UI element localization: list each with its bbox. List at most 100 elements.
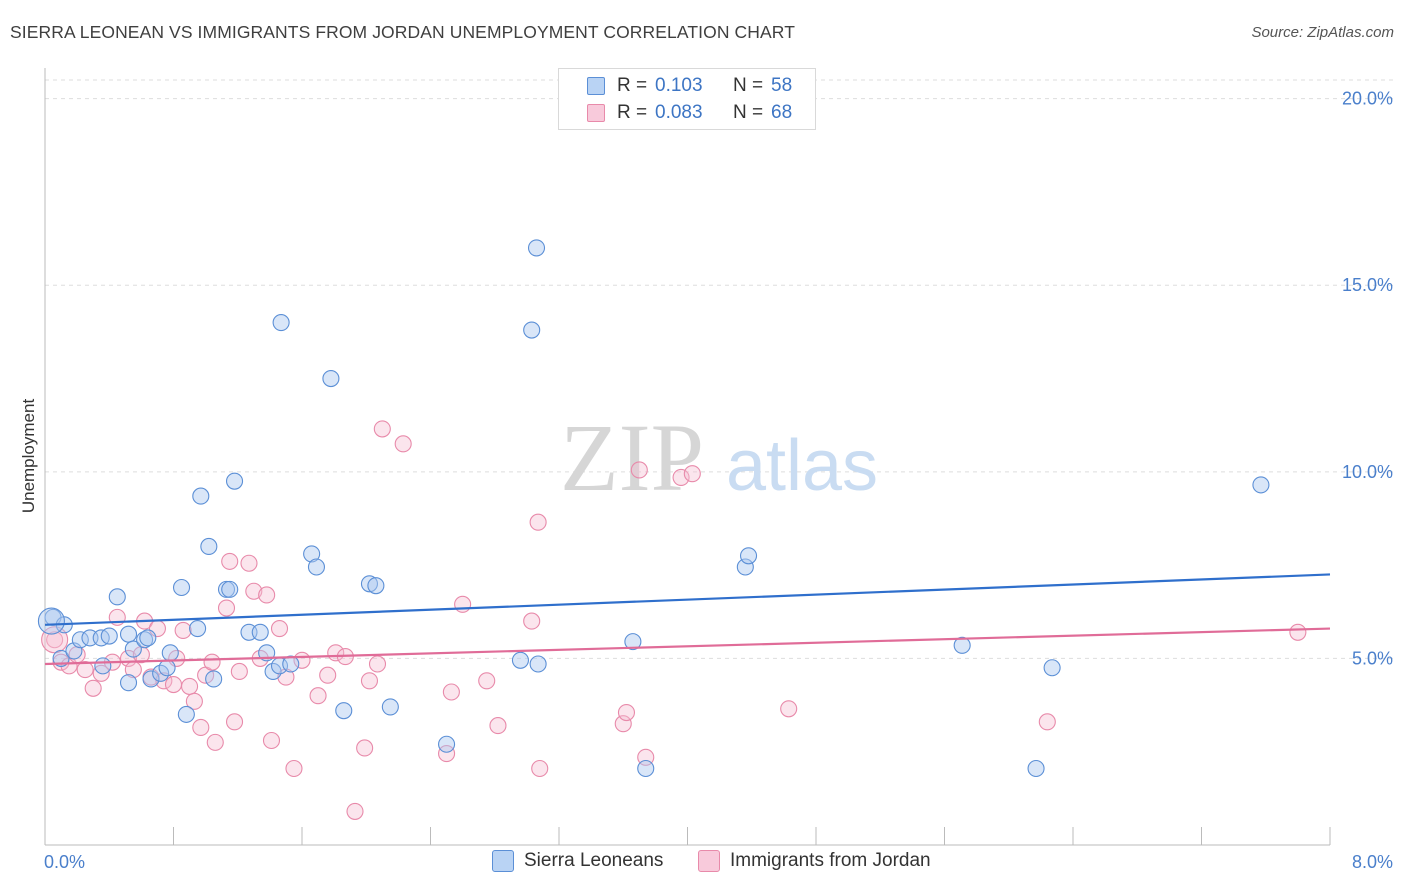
legend-item-sierra-leoneans[interactable]: Sierra Leoneans xyxy=(492,850,663,872)
legend-item-immigrants-from-jordan[interactable]: Immigrants from Jordan xyxy=(698,850,931,872)
source-label[interactable]: Source: ZipAtlas.com xyxy=(1251,24,1394,41)
point-sierra-leonean xyxy=(438,735,456,753)
point-immigrant-from-jordan xyxy=(672,468,690,486)
point-immigrant-from-jordan xyxy=(438,745,456,763)
trend-lines xyxy=(44,573,1331,666)
legend-row-pink: R = 0.083 N = 68 xyxy=(559,100,792,126)
y-tick-label: 5.0% xyxy=(1352,648,1393,668)
point-immigrant-from-jordan xyxy=(164,675,183,694)
point-sierra-leonean xyxy=(37,607,65,635)
point-immigrant-from-jordan xyxy=(319,666,337,684)
point-immigrant-from-jordan xyxy=(368,655,387,673)
point-sierra-leonean xyxy=(94,657,112,675)
point-sierra-leonean xyxy=(172,578,191,597)
point-immigrant-from-jordan xyxy=(630,461,648,479)
point-immigrant-from-jordan xyxy=(489,717,507,735)
point-sierra-leonean xyxy=(272,314,290,332)
legend-swatch-pink xyxy=(698,850,720,872)
point-immigrant-from-jordan xyxy=(346,802,364,820)
point-immigrant-from-jordan xyxy=(523,612,541,630)
point-sierra-leonean xyxy=(189,620,207,638)
series-sierra-leoneans xyxy=(37,239,1270,778)
point-sierra-leonean xyxy=(200,537,218,556)
point-immigrant-from-jordan xyxy=(203,653,221,671)
point-sierra-leonean xyxy=(124,640,142,658)
point-sierra-leonean xyxy=(161,644,179,662)
point-immigrant-from-jordan xyxy=(181,677,199,695)
point-sierra-leonean xyxy=(142,670,160,688)
legend-n-value: 58 xyxy=(771,75,793,96)
legend-r-label: R = xyxy=(617,102,648,123)
point-sierra-leonean xyxy=(335,702,353,720)
point-immigrant-from-jordan xyxy=(531,759,549,778)
point-immigrant-from-jordan xyxy=(356,739,374,757)
point-immigrant-from-jordan xyxy=(217,599,236,617)
point-immigrant-from-jordan xyxy=(780,700,798,718)
x-tick-label: 0.0% xyxy=(44,852,85,872)
correlation-legend: R = 0.103 N = 58 R = 0.083 N = 68 xyxy=(558,68,816,130)
point-immigrant-from-jordan xyxy=(373,420,391,438)
point-immigrant-from-jordan xyxy=(270,620,289,638)
point-sierra-leonean xyxy=(322,369,340,388)
point-sierra-leonean xyxy=(108,588,126,606)
watermark: ZIP atlas xyxy=(560,404,878,511)
trend-line-immigrants-from-jordan xyxy=(44,627,1331,666)
point-sierra-leonean xyxy=(158,659,176,677)
point-immigrant-from-jordan xyxy=(258,586,276,604)
point-immigrant-from-jordan xyxy=(230,662,248,681)
legend-r-value: 0.103 xyxy=(655,75,703,96)
point-immigrant-from-jordan xyxy=(225,713,244,731)
point-immigrant-from-jordan xyxy=(76,661,94,679)
legend-label-sierra-leoneans: Sierra Leoneans xyxy=(524,850,664,871)
point-sierra-leonean xyxy=(251,623,269,641)
x-tick-label: 8.0% xyxy=(1352,852,1393,872)
point-immigrant-from-jordan xyxy=(192,718,210,737)
point-sierra-leonean xyxy=(307,558,326,576)
legend-r-label: R = xyxy=(617,75,648,96)
legend-swatch-blue xyxy=(492,850,514,872)
point-immigrant-from-jordan xyxy=(240,554,258,572)
point-sierra-leonean xyxy=(360,575,379,593)
point-immigrant-from-jordan xyxy=(617,703,636,722)
point-immigrant-from-jordan xyxy=(683,465,701,483)
y-tick-label: 20.0% xyxy=(1342,89,1393,109)
point-immigrant-from-jordan xyxy=(262,731,281,750)
point-immigrant-from-jordan xyxy=(84,679,102,697)
point-immigrant-from-jordan xyxy=(1289,623,1307,641)
point-sierra-leonean xyxy=(119,674,138,692)
point-sierra-leonean xyxy=(381,698,399,716)
point-immigrant-from-jordan xyxy=(1038,713,1056,731)
point-sierra-leonean xyxy=(100,627,118,645)
tick-labels: 5.0% 10.0% 15.0% 20.0% 0.0% 8.0% xyxy=(44,89,1393,872)
legend-n-value: 68 xyxy=(771,102,793,123)
watermark-atlas: atlas xyxy=(726,426,878,506)
legend-n-label: N = xyxy=(733,102,764,123)
point-sierra-leonean xyxy=(367,577,385,595)
point-sierra-leonean xyxy=(736,558,754,576)
point-sierra-leonean xyxy=(1043,659,1061,677)
series-immigrants-from-jordan xyxy=(41,420,1307,820)
axes xyxy=(44,68,1331,846)
point-immigrant-from-jordan xyxy=(454,595,472,613)
point-immigrant-from-jordan xyxy=(285,759,303,778)
legend-row-blue: R = 0.103 N = 58 xyxy=(559,73,792,99)
point-sierra-leonean xyxy=(192,487,210,505)
y-tick-label: 15.0% xyxy=(1342,275,1393,295)
point-sierra-leonean xyxy=(225,472,244,490)
point-sierra-leonean xyxy=(221,580,239,598)
point-sierra-leonean xyxy=(282,655,300,673)
trend-line-sierra-leoneans xyxy=(44,573,1331,626)
point-sierra-leonean xyxy=(529,655,547,673)
legend-r-value: 0.083 xyxy=(655,102,703,123)
point-immigrant-from-jordan xyxy=(185,692,203,710)
point-sierra-leonean xyxy=(139,629,157,647)
point-immigrant-from-jordan xyxy=(221,552,239,570)
point-immigrant-from-jordan xyxy=(360,672,379,690)
watermark-zip: ZIP xyxy=(560,404,704,511)
chart-title: SIERRA LEONEAN VS IMMIGRANTS FROM JORDAN… xyxy=(10,22,795,42)
point-immigrant-from-jordan xyxy=(394,435,412,453)
point-sierra-leonean xyxy=(637,759,655,778)
y-tick-label: 10.0% xyxy=(1342,462,1393,482)
point-sierra-leonean xyxy=(523,321,541,339)
